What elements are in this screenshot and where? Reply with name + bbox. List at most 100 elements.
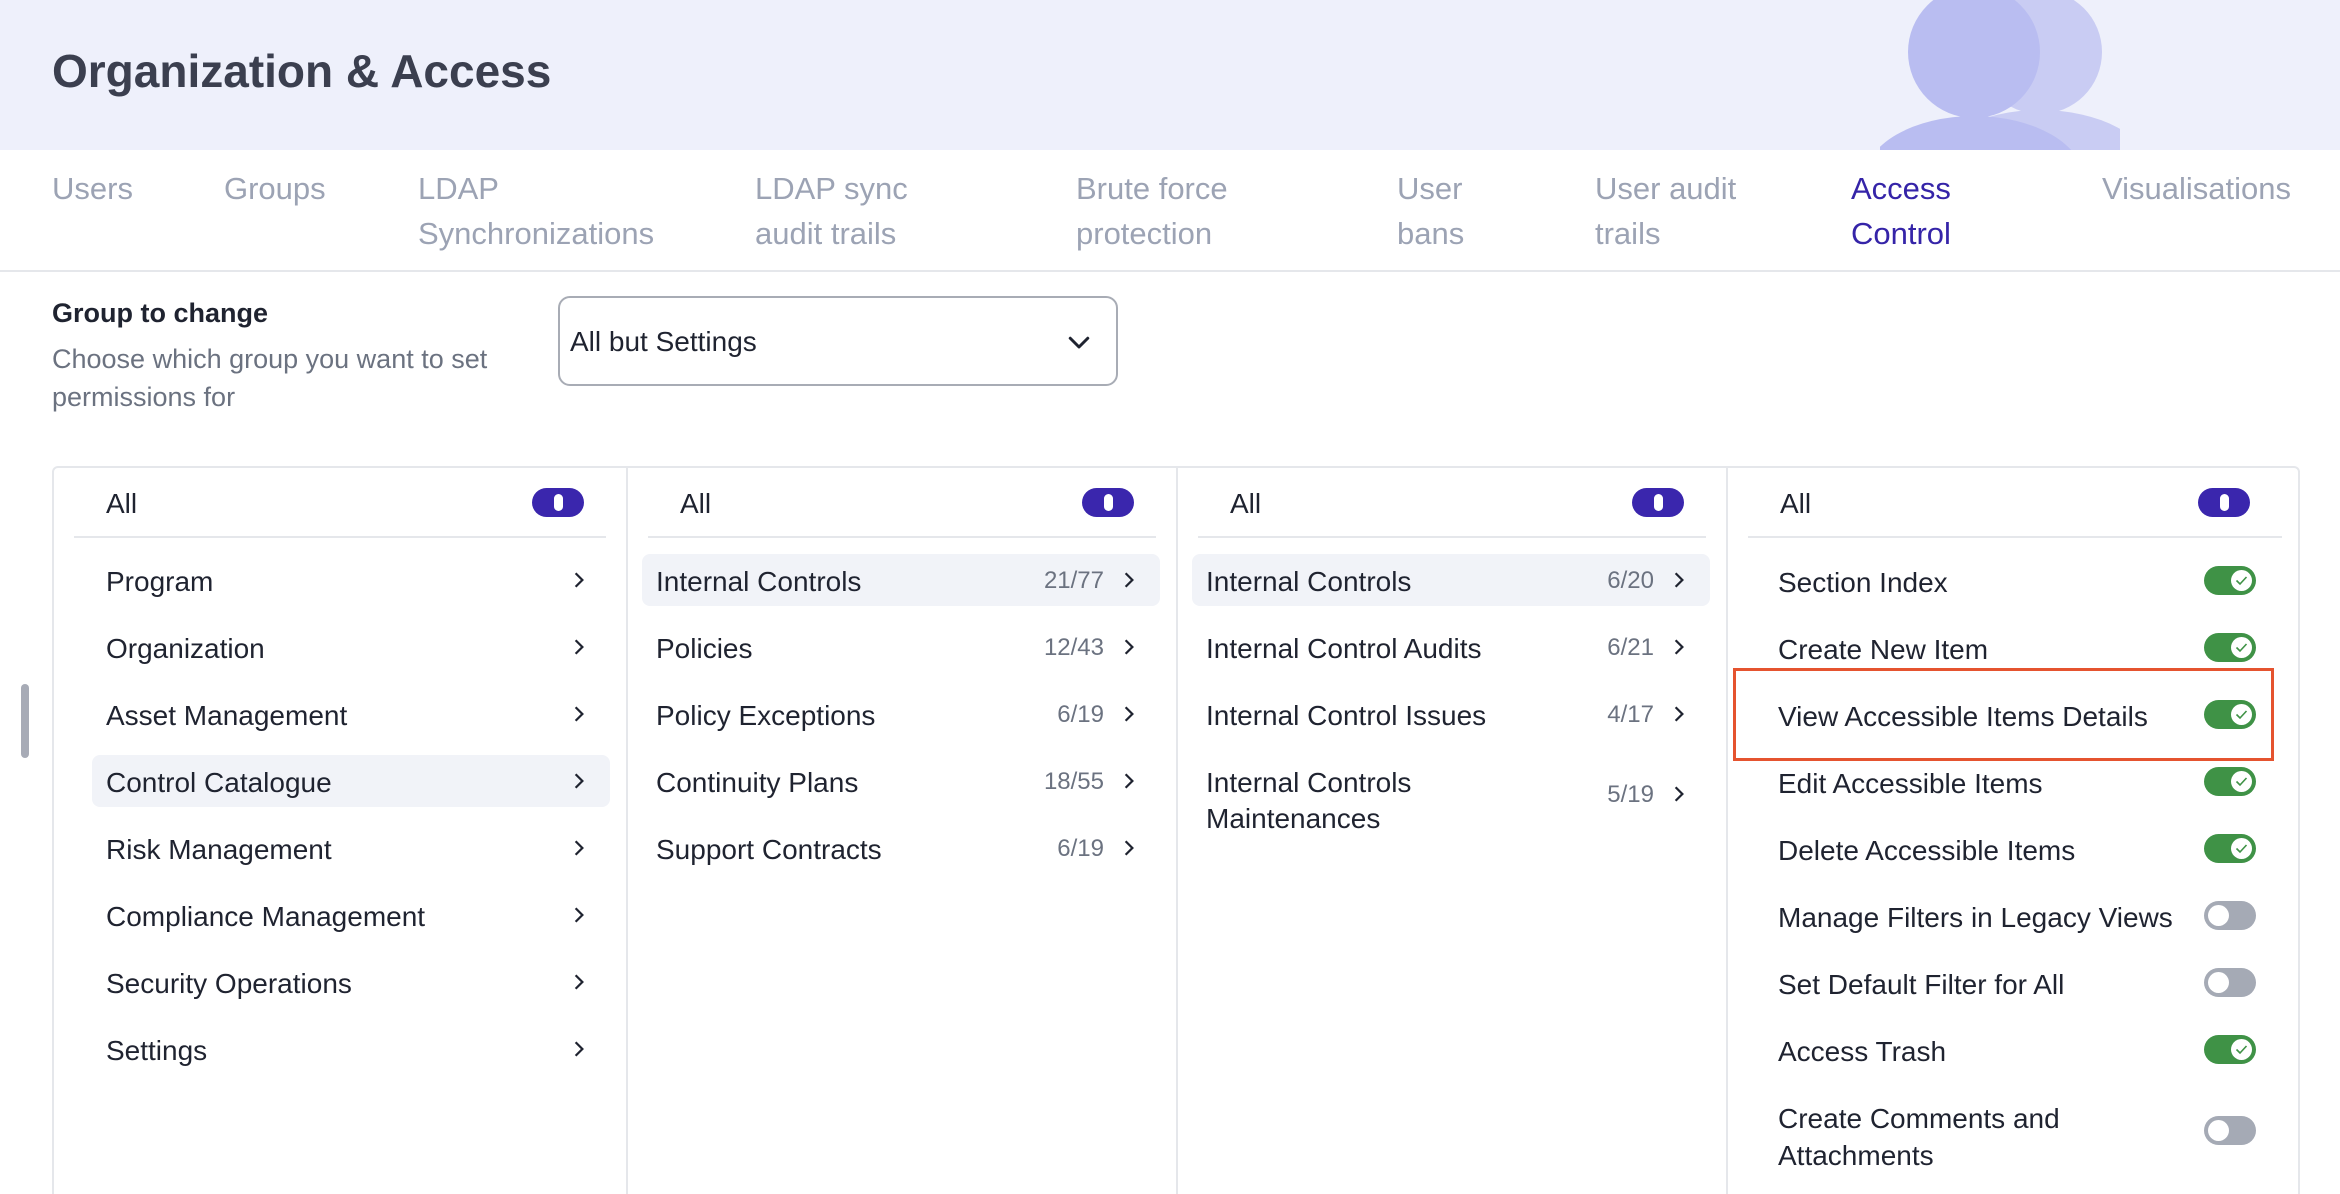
category-count: 18/55 [1043, 768, 1104, 795]
entity-count: 4/17 [1607, 701, 1654, 728]
category-count: 12/43 [1043, 634, 1104, 661]
chevron-right-icon [1674, 706, 1684, 722]
entities-column: All Internal Controls 6/20 Internal Contr… [1176, 468, 1726, 1194]
chevron-down-icon [1068, 336, 1090, 349]
group-select-value: All but Settings [570, 326, 757, 357]
permissions-column: All Section Index Create New Item View A… [1726, 468, 2302, 1194]
category-item-internal-controls[interactable]: Internal Controls 21/77 [642, 554, 1160, 606]
chevron-right-icon [1124, 639, 1134, 655]
categories-all-header: All [648, 468, 1156, 538]
module-item-settings[interactable]: Settings [92, 1023, 610, 1075]
chevron-right-icon [1674, 786, 1684, 802]
tab-user-bans[interactable]: User bans [1397, 171, 1465, 251]
chevron-right-icon [574, 773, 584, 789]
module-item-program[interactable]: Program [92, 554, 610, 606]
entity-item-internal-control-issues[interactable]: Internal Control Issues 4/17 [1192, 688, 1710, 740]
entity-count: 6/21 [1607, 634, 1654, 661]
chevron-right-icon [574, 974, 584, 990]
module-item-organization[interactable]: Organization [92, 621, 610, 673]
permission-toggle-access-trash[interactable] [2204, 1035, 2256, 1064]
chevron-right-icon [1124, 706, 1134, 722]
chevron-right-icon [1124, 840, 1134, 856]
tab-ldap-synchronizations[interactable]: LDAP Synchronizations [418, 171, 655, 251]
module-item-risk-management[interactable]: Risk Management [92, 822, 610, 874]
permission-row: Manage Filters in Legacy Views [1748, 889, 2282, 941]
categories-column: All Internal Controls 21/77 Policies 12/43… [626, 468, 1176, 1194]
tab-ldap-sync-audit-trails[interactable]: LDAP sync audit trails [755, 171, 908, 251]
category-count: 6/19 [1057, 701, 1104, 728]
permissions-all-header: All [1748, 468, 2282, 538]
permission-row: Set Default Filter for All [1748, 956, 2282, 1008]
tab-visualisations[interactable]: Visualisations [2102, 171, 2291, 206]
check-icon [2235, 777, 2248, 787]
group-select[interactable]: All but Settings [558, 296, 1118, 386]
entity-item-internal-controls-maintenances[interactable]: Internal Controls Maintenances 5/19 [1192, 755, 1710, 835]
chevron-right-icon [574, 907, 584, 923]
check-icon [2235, 710, 2248, 720]
permission-row: Access Trash [1748, 1023, 2282, 1075]
permission-toggle-set-default-filter-for-all[interactable] [2204, 968, 2256, 997]
modules-all-toggle[interactable] [532, 488, 584, 517]
page-header: Organization & Access [0, 0, 2340, 150]
entity-item-internal-control-audits[interactable]: Internal Control Audits 6/21 [1192, 621, 1710, 673]
chevron-right-icon [1124, 572, 1134, 588]
modules-all-label: All [106, 488, 138, 519]
permission-row: Create New Item [1748, 621, 2282, 673]
categories-all-toggle[interactable] [1082, 488, 1134, 517]
module-item-control-catalogue[interactable]: Control Catalogue [92, 755, 610, 807]
modules-column: All Program Organization Asset Managemen… [54, 468, 626, 1194]
permission-toggle-create-new-item[interactable] [2204, 633, 2256, 662]
scrollbar-handle[interactable] [21, 684, 29, 758]
permission-row: Create Comments and Attachments [1748, 1090, 2282, 1171]
module-item-security-operations[interactable]: Security Operations [92, 956, 610, 1008]
chevron-right-icon [1674, 639, 1684, 655]
tab-users[interactable]: Users [52, 171, 133, 206]
chevron-right-icon [1674, 572, 1684, 588]
tab-access-control[interactable]: Access Control [1851, 171, 1951, 251]
category-item-support-contracts[interactable]: Support Contracts 6/19 [642, 822, 1160, 874]
permissions-all-toggle[interactable] [2198, 488, 2250, 517]
permission-toggle-edit-accessible-items[interactable] [2204, 767, 2256, 796]
category-count: 21/77 [1043, 567, 1104, 594]
entity-item-internal-controls[interactable]: Internal Controls 6/20 [1192, 554, 1710, 606]
permission-row: Delete Accessible Items [1748, 822, 2282, 874]
check-icon [2235, 576, 2248, 586]
check-icon [2235, 844, 2248, 854]
chevron-right-icon [574, 840, 584, 856]
entity-count: 6/20 [1607, 567, 1654, 594]
categories-all-label: All [680, 488, 712, 519]
chevron-right-icon [574, 1041, 584, 1057]
permission-toggle-delete-accessible-items[interactable] [2204, 834, 2256, 863]
page-title: Organization & Access [52, 45, 552, 97]
category-item-policies[interactable]: Policies 12/43 [642, 621, 1160, 673]
category-item-continuity-plans[interactable]: Continuity Plans 18/55 [642, 755, 1160, 807]
entities-all-toggle[interactable] [1632, 488, 1684, 517]
tab-bar: Users Groups LDAP Synchronizations LDAP s… [0, 150, 2340, 272]
entities-all-label: All [1230, 488, 1262, 519]
permission-row: Edit Accessible Items [1748, 755, 2282, 807]
group-to-change-description: Choose which group you want to set permi… [52, 344, 488, 412]
tab-user-audit-trails[interactable]: User audit trails [1595, 171, 1737, 251]
module-item-asset-management[interactable]: Asset Management [92, 688, 610, 740]
tab-groups[interactable]: Groups [224, 171, 326, 206]
tab-brute-force-protection[interactable]: Brute force protection [1076, 171, 1228, 251]
permission-row: Section Index [1748, 554, 2282, 606]
chevron-right-icon [574, 706, 584, 722]
permission-row: View Accessible Items Details [1748, 688, 2282, 740]
permission-toggle-create-comments-and-attachments[interactable] [2204, 1116, 2256, 1145]
chevron-right-icon [1124, 773, 1134, 789]
chevron-right-icon [574, 639, 584, 655]
users-illustration-icon [1880, 0, 2120, 150]
category-count: 6/19 [1057, 835, 1104, 862]
module-item-compliance-management[interactable]: Compliance Management [92, 889, 610, 941]
category-item-policy-exceptions[interactable]: Policy Exceptions 6/19 [642, 688, 1160, 740]
permission-toggle-view-accessible-items-details[interactable] [2204, 700, 2256, 729]
group-to-change-label: Group to change [52, 298, 268, 328]
permission-toggle-section-index[interactable] [2204, 566, 2256, 595]
entities-all-header: All [1198, 468, 1706, 538]
permissions-all-label: All [1780, 488, 1812, 519]
chevron-right-icon [574, 572, 584, 588]
permission-toggle-manage-filters-in-legacy-views[interactable] [2204, 901, 2256, 930]
permissions-panel: All Program Organization Asset Managemen… [52, 466, 2300, 1194]
modules-all-header: All [74, 468, 606, 538]
